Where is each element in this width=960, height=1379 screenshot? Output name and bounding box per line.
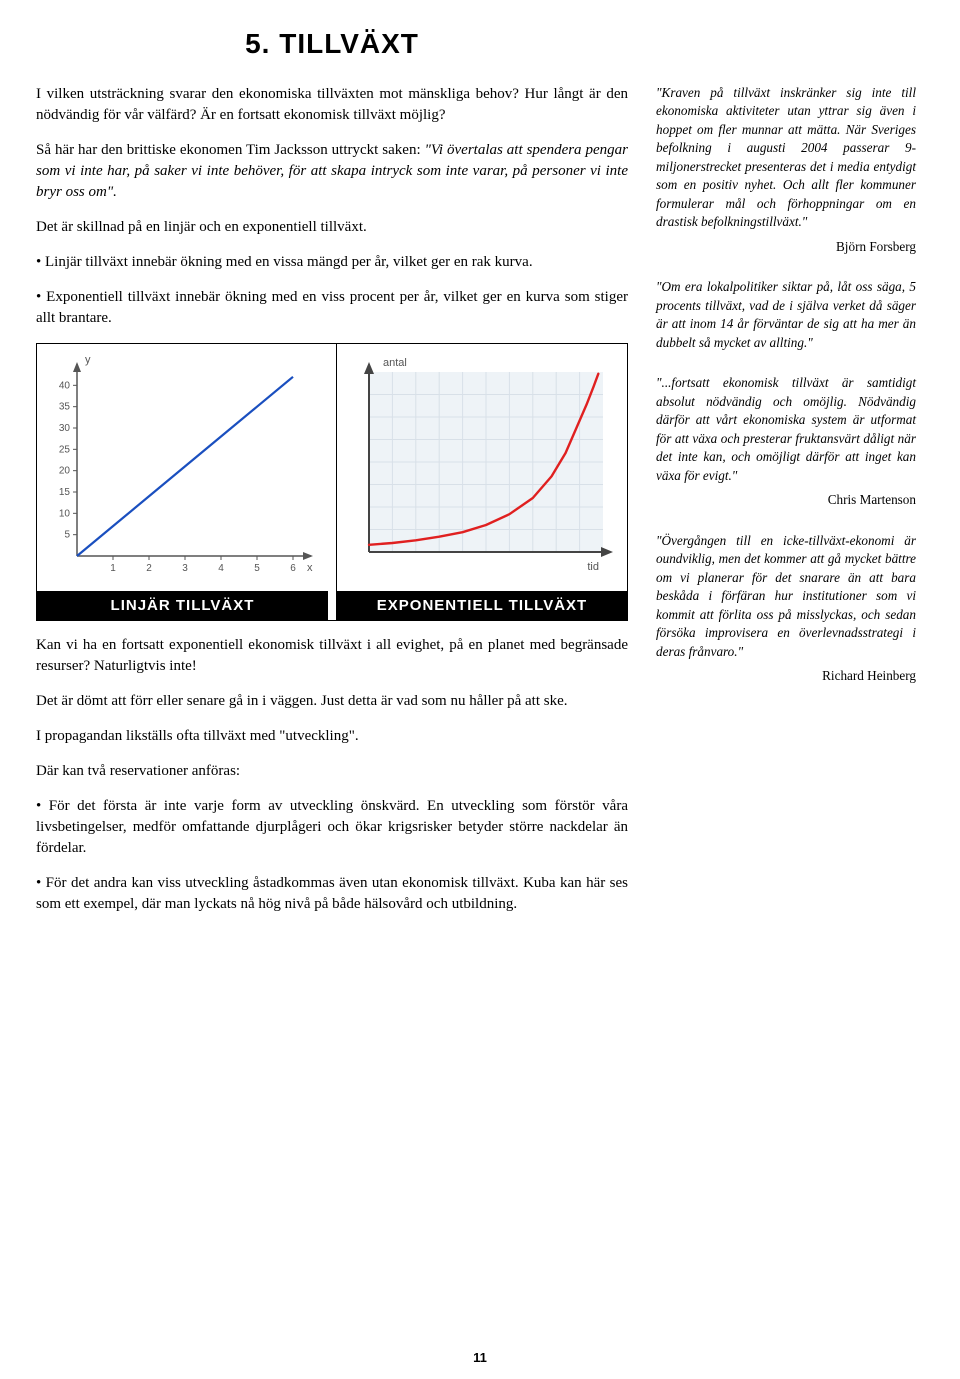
chart-linear-caption: LINJÄR TILLVÄXT — [37, 591, 328, 620]
column-layout: I vilken utsträckning svarar den ekonomi… — [36, 84, 924, 929]
quote-4-text: "Övergången till en icke-tillväxt-ekonom… — [656, 532, 916, 661]
quote-3: "...fortsatt ekonomisk tillväxt är samti… — [656, 374, 916, 509]
svg-text:1: 1 — [110, 563, 116, 574]
svg-text:30: 30 — [59, 423, 71, 434]
svg-text:x: x — [307, 562, 313, 574]
after-para-4: Där kan två reservationer anföras: — [36, 761, 628, 782]
bullet-linear: • Linjär tillväxt innebär ökning med en … — [36, 252, 628, 273]
quote-4: "Övergången till en icke-tillväxt-ekonom… — [656, 532, 916, 686]
svg-text:25: 25 — [59, 444, 71, 455]
svg-text:3: 3 — [182, 563, 188, 574]
after-para-3: I propagandan likställs ofta tillväxt me… — [36, 726, 628, 747]
main-column: I vilken utsträckning svarar den ekonomi… — [36, 84, 628, 929]
svg-text:5: 5 — [254, 563, 260, 574]
chart-exponential: antal tid — [343, 350, 621, 580]
svg-text:tid: tid — [587, 561, 599, 573]
jackson-lead: Så här har den brittiske ekonomen Tim Ja… — [36, 142, 425, 158]
quote-2: "Om era lokalpolitiker siktar på, låt os… — [656, 278, 916, 352]
svg-text:15: 15 — [59, 487, 71, 498]
page-title: 5. TILLVÄXT — [36, 28, 628, 60]
svg-text:2: 2 — [146, 563, 152, 574]
quote-1-attrib: Björn Forsberg — [656, 238, 916, 256]
svg-text:4: 4 — [218, 563, 224, 574]
quote-1: "Kraven på tillväxt inskränker sig inte … — [656, 84, 916, 256]
svg-text:10: 10 — [59, 508, 71, 519]
svg-text:5: 5 — [64, 530, 70, 541]
bullet-res1: • För det första är inte varje form av u… — [36, 796, 628, 859]
quote-2-text: "Om era lokalpolitiker siktar på, låt os… — [656, 278, 916, 352]
page-number: 11 — [0, 1350, 960, 1365]
svg-text:6: 6 — [290, 563, 296, 574]
bullet-exponential: • Exponentiell tillväxt innebär ökning m… — [36, 287, 628, 329]
chart-linear-cell: 5 10 15 20 25 30 35 40 1 2 3 4 5 6 y x LINJÄR TILLVÄXT — [37, 344, 328, 620]
jackson-para: Så här har den brittiske ekonomen Tim Ja… — [36, 140, 628, 203]
chart-linear: 5 10 15 20 25 30 35 40 1 2 3 4 5 6 y x — [43, 350, 321, 580]
quote-3-text: "...fortsatt ekonomisk tillväxt är samti… — [656, 374, 916, 485]
chart-row: 510152025303540123456yx LINJÄR TILLVÄXT … — [36, 343, 628, 621]
after-para-2: Det är dömt att förr eller senare gå in … — [36, 691, 628, 712]
chart-exp-svg-wrap: antal tid — [337, 344, 627, 591]
svg-text:y: y — [85, 354, 91, 366]
bullet-res2: • För det andra kan viss utveckling åsta… — [36, 873, 628, 915]
svg-text:40: 40 — [59, 380, 71, 391]
chart-exp-caption: EXPONENTIELL TILLVÄXT — [337, 591, 627, 620]
quote-1-text: "Kraven på tillväxt inskränker sig inte … — [656, 84, 916, 232]
chart-exp-cell: antal tid EXPONENTIELL TILLVÄXT — [336, 344, 627, 620]
svg-text:antal: antal — [383, 357, 407, 369]
after-para-1: Kan vi ha en fortsatt exponentiell ekono… — [36, 635, 628, 677]
side-column: "Kraven på tillväxt inskränker sig inte … — [656, 84, 916, 929]
svg-text:35: 35 — [59, 402, 71, 413]
diff-para: Det är skillnad på en linjär och en expo… — [36, 217, 628, 238]
quote-3-attrib: Chris Martenson — [656, 491, 916, 509]
svg-text:20: 20 — [59, 466, 71, 477]
chart-linear-svg-wrap: 5 10 15 20 25 30 35 40 1 2 3 4 5 6 y x — [37, 344, 328, 591]
quote-4-attrib: Richard Heinberg — [656, 667, 916, 685]
intro-para: I vilken utsträckning svarar den ekonomi… — [36, 84, 628, 126]
